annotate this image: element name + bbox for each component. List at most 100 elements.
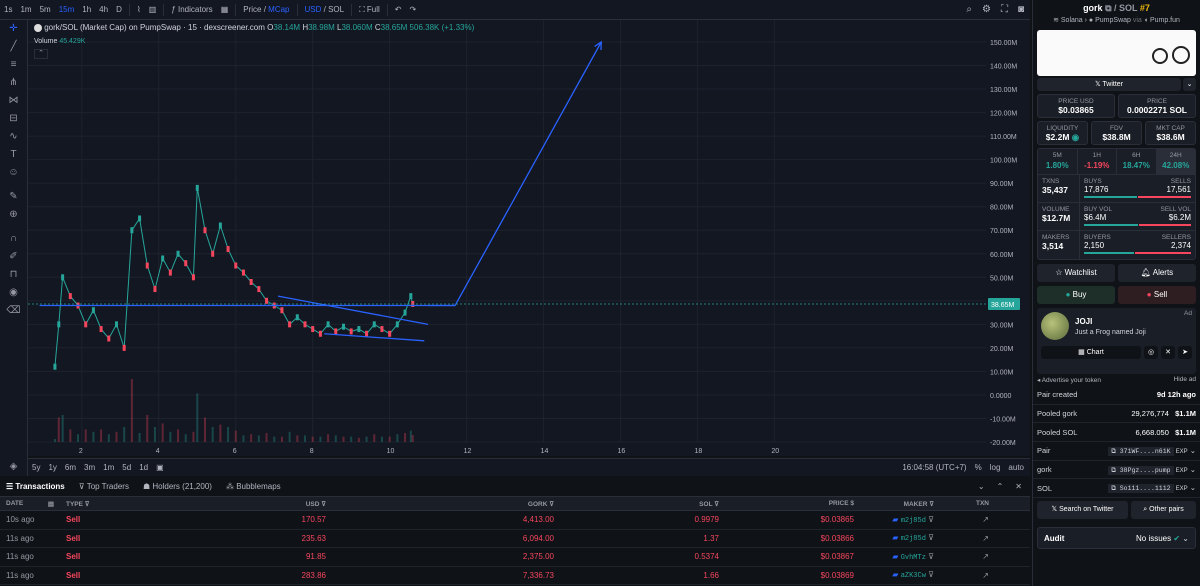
col-usd[interactable]: USD ⊽ <box>132 500 332 508</box>
pair-address[interactable]: ⧉ 371WF....n61K <box>1108 446 1174 456</box>
range-5y[interactable]: 5y <box>32 463 41 472</box>
calendar-icon[interactable]: ▣ <box>156 463 164 472</box>
gork-address[interactable]: ⧉ 38Pgz....pump <box>1108 465 1174 475</box>
lock-icon[interactable]: ⊓ <box>9 269 18 280</box>
chevron-down-icon[interactable]: ⌄ <box>1189 483 1196 493</box>
tx-maker[interactable]: ▰ m2j85d ⊽ <box>860 515 940 525</box>
auto-toggle[interactable]: auto <box>1008 463 1024 472</box>
alerts-button[interactable]: 🔔︎ Alerts <box>1118 264 1196 282</box>
wave-icon[interactable]: ∿ <box>9 131 18 142</box>
col-date[interactable]: DATE ▤ <box>0 500 60 508</box>
camera-icon[interactable]: ◙ <box>1017 4 1024 15</box>
dex-label[interactable]: PumpSwap <box>1095 17 1131 24</box>
expand-icon[interactable]: ⌃ <box>996 482 1004 491</box>
col-sol[interactable]: SOL ⊽ <box>560 500 725 508</box>
tf-5m[interactable]: 5m <box>39 5 51 14</box>
audit-row[interactable]: Audit No issues ✔ ⌄ <box>1037 527 1196 550</box>
gork-explorer-link[interactable]: EXP <box>1175 467 1188 474</box>
copy-icon[interactable]: ⧉ <box>1105 3 1112 13</box>
gear-icon[interactable]: ⚙ <box>981 4 991 15</box>
change-tab-24h[interactable]: 24H 42.08% <box>1156 149 1195 174</box>
bar-type-icon[interactable]: ▥ <box>148 5 157 14</box>
tx-link[interactable]: ↗ <box>940 515 995 524</box>
tx-link[interactable]: ↗ <box>940 571 995 580</box>
tx-maker[interactable]: ▰ GvhMTz ⊽ <box>860 552 940 562</box>
log-toggle[interactable]: log <box>989 463 1001 472</box>
more-links-button[interactable]: ⌄ <box>1183 78 1196 91</box>
range-5d[interactable]: 5d <box>122 463 132 472</box>
pattern-icon[interactable]: ⋈ <box>8 95 19 106</box>
zoom-icon[interactable]: ⊕ <box>9 209 18 220</box>
launch-label[interactable]: Pump.fun <box>1149 17 1180 24</box>
range-3m[interactable]: 3m <box>84 463 96 472</box>
tab-transactions[interactable]: ☰ Transactions <box>6 482 65 491</box>
trash-icon[interactable]: ⌫ <box>6 305 21 316</box>
filter-icon[interactable]: ⊽ <box>928 533 934 543</box>
magnet-icon[interactable]: ∩ <box>9 233 18 244</box>
price-chart[interactable]: 150.00M 140.00M 130.00M 120.00M 110.00M 100.0… <box>28 20 1030 456</box>
chart-type-icon[interactable]: ⌇ <box>136 5 141 14</box>
sol-address[interactable]: ⧉ So111....1112 <box>1108 484 1174 494</box>
emoji-icon[interactable]: ☺ <box>8 167 19 178</box>
pair-explorer-link[interactable]: EXP <box>1175 448 1188 455</box>
undo-icon[interactable]: ↶ <box>394 5 402 14</box>
hlines-icon[interactable]: ≡ <box>10 59 17 70</box>
minimize-icon[interactable]: ⌄ <box>977 482 985 491</box>
tab-bubblemaps[interactable]: ⁂ Bubblemaps <box>226 482 281 491</box>
x-icon[interactable]: ✕ <box>1161 346 1175 359</box>
tx-link[interactable]: ↗ <box>940 534 995 543</box>
change-tab-1h[interactable]: 1H -1.19% <box>1078 149 1117 174</box>
change-tab-5m[interactable]: 5M 1.80% <box>1038 149 1078 174</box>
tf-15m[interactable]: 15m <box>58 5 75 14</box>
tab-top-traders[interactable]: ⊽ Top Traders <box>79 482 129 491</box>
tf-4h[interactable]: 4h <box>99 5 109 14</box>
price-mcap-toggle[interactable]: Price / MCap <box>243 5 290 14</box>
crosshair-icon[interactable]: ✛ <box>9 23 18 34</box>
chevron-down-icon[interactable]: ⌄ <box>1189 464 1196 474</box>
indicators-button[interactable]: ƒ Indicators <box>167 5 216 14</box>
brush-icon[interactable]: ✎ <box>9 191 18 202</box>
tf-d[interactable]: D <box>116 5 122 14</box>
tx-maker[interactable]: ▰ aZK3Cw ⊽ <box>860 570 940 580</box>
layers-icon[interactable]: ◈ <box>9 461 18 472</box>
ruler-icon[interactable]: ⊟ <box>9 113 18 124</box>
close-icon[interactable]: ✕ <box>1015 482 1022 491</box>
change-tab-6h[interactable]: 6H 18.47% <box>1117 149 1157 174</box>
filter-icon[interactable]: ⊽ <box>928 570 934 580</box>
full-button[interactable]: ⛶ Full <box>355 5 384 15</box>
buy-button[interactable]: ● Buy <box>1037 286 1115 304</box>
tx-maker[interactable]: ▰ m2j85d ⊽ <box>860 533 940 543</box>
range-6m[interactable]: 6m <box>64 463 77 472</box>
collapse-legend-button[interactable]: ⌃ <box>34 49 48 59</box>
tf-1m[interactable]: 1m <box>20 5 32 14</box>
other-pairs-button[interactable]: ⌕ Other pairs <box>1131 501 1196 520</box>
text-icon[interactable]: T <box>10 149 17 160</box>
col-price[interactable]: PRICE $ <box>725 500 860 507</box>
redo-icon[interactable]: ↷ <box>409 5 417 14</box>
col-gork[interactable]: GORK ⊽ <box>332 500 560 508</box>
eye-icon[interactable]: ◉ <box>9 287 18 298</box>
col-type[interactable]: TYPE ⊽ <box>60 500 132 508</box>
tf-1h[interactable]: 1h <box>82 5 92 14</box>
sol-explorer-link[interactable]: EXP <box>1175 486 1188 493</box>
globe-icon[interactable]: ◎ <box>1144 346 1158 359</box>
ad-card[interactable]: Ad JOJI Just a Frog named Joji ▦ Chart ◎ … <box>1037 308 1196 374</box>
pitchfork-icon[interactable]: ⋔ <box>9 77 18 88</box>
watchlist-button[interactable]: ☆ Watchlist <box>1037 264 1115 282</box>
search-twitter-button[interactable]: 𝕏 Search on Twitter <box>1037 501 1128 520</box>
usd-sol-toggle[interactable]: USD / SOL <box>304 5 345 14</box>
hide-ad-link[interactable]: Hide ad <box>1173 376 1196 383</box>
trendline-icon[interactable]: ╱ <box>10 41 17 52</box>
chain-label[interactable]: Solana <box>1060 17 1083 24</box>
range-1d[interactable]: 1d <box>139 463 149 472</box>
sell-button[interactable]: ● Sell <box>1118 286 1196 304</box>
advertise-link[interactable]: ◂ Advertise your token <box>1037 376 1101 384</box>
chevron-down-icon[interactable]: ⌄ <box>1189 445 1196 455</box>
col-maker[interactable]: MAKER ⊽ <box>860 500 940 508</box>
search-icon[interactable]: ⌕ <box>966 4 972 15</box>
range-1m[interactable]: 1m <box>103 463 115 472</box>
layout-icon[interactable]: ▦ <box>220 5 229 14</box>
ad-chart-button[interactable]: ▦ Chart <box>1041 346 1141 359</box>
tf-1s[interactable]: 1s <box>4 5 13 14</box>
telegram-icon[interactable]: ➤ <box>1178 346 1192 359</box>
